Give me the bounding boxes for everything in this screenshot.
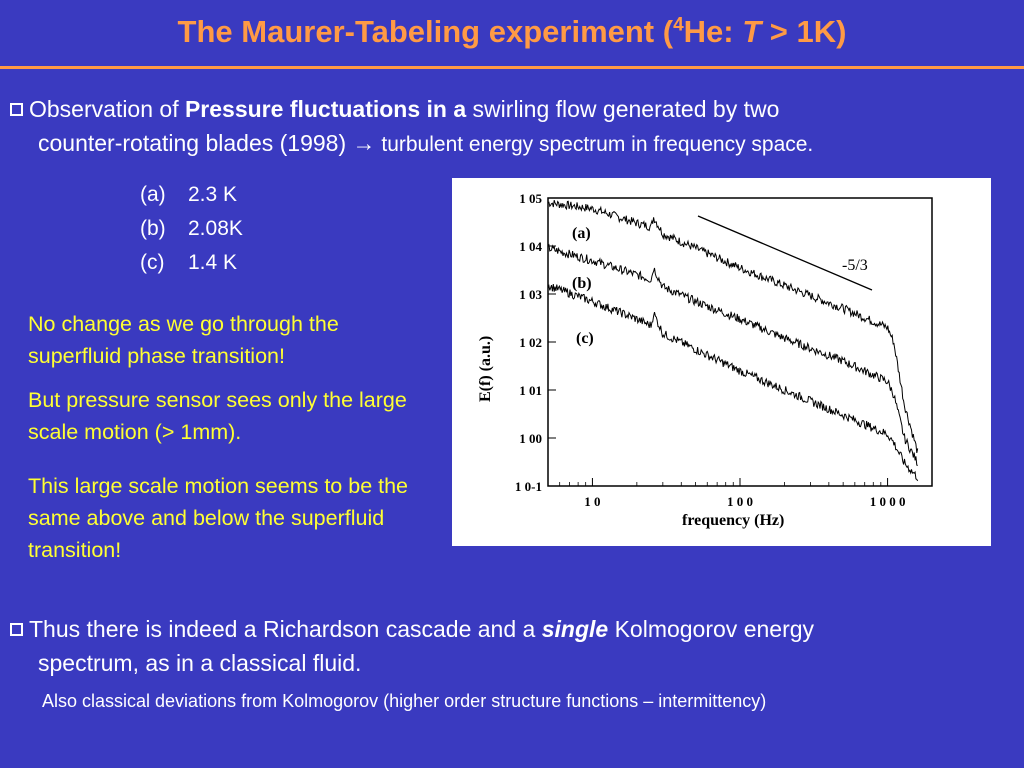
bullet1-post: swirling flow generated by two: [466, 96, 780, 122]
condition-c: (c) 1.4 K: [140, 251, 237, 275]
bullet2-line2: spectrum, as in a classical fluid.: [38, 650, 362, 676]
checkbox-bullet-icon: [10, 103, 23, 116]
series-label: (a): [572, 225, 591, 242]
condition-value: 2.3 K: [188, 183, 238, 206]
bullet-observation: Observation of Pressure fluctuations in …: [10, 92, 1010, 162]
bullet2-post: Kolmogorov energy: [608, 616, 815, 642]
y-axis-label: E(f) (a.u.): [477, 336, 494, 402]
note-no-change: No change as we go through the superflui…: [28, 312, 339, 368]
series-label: (b): [572, 275, 592, 292]
bullet1-line2-small: turbulent energy spectrum in frequency s…: [375, 133, 814, 156]
arrow-icon: →: [352, 130, 376, 156]
spectrum-chart: 1 0-1 1 00 1 01 1 02 1 03 1 04 1 05 1 0 1 0 0 1 …: [477, 191, 933, 529]
series-line-a: [547, 200, 919, 453]
y-tick-label: 1 01: [519, 383, 542, 398]
condition-value: 1.4 K: [188, 251, 238, 274]
spectrum-figure: 1 0-1 1 00 1 01 1 02 1 03 1 04 1 05 1 0 1 0 0 1 …: [452, 178, 991, 546]
slope-annotation: -5/3: [842, 257, 868, 274]
y-tick-label: 1 04: [519, 239, 542, 254]
y-tick-label: 1 00: [519, 431, 542, 446]
condition-value: 2.08K: [188, 217, 243, 240]
plot-frame: [547, 197, 933, 487]
y-tick-label: 1 0-1: [515, 479, 542, 494]
bullet1-bold: Pressure fluctuations in a: [184, 96, 467, 122]
series-line-b: [547, 243, 918, 466]
series-line-c: [547, 283, 919, 482]
y-tick-label: 1 05: [519, 191, 542, 206]
x-tick-label: 1 0 0 0: [870, 494, 906, 509]
condition-label: (b): [140, 217, 166, 240]
title-text-2: He:: [683, 14, 743, 49]
bullet-richardson: Thus there is indeed a Richardson cascad…: [10, 612, 1020, 680]
title-italic: T: [742, 14, 762, 49]
series-label: (c): [576, 330, 594, 347]
condition-b: (b) 2.08K: [140, 217, 243, 241]
y-tick-label: 1 03: [519, 287, 542, 302]
note-pressure-sensor: But pressure sensor sees only the large …: [28, 388, 407, 444]
x-tick-label: 1 0 0: [727, 494, 753, 509]
title-divider: [0, 66, 1024, 69]
slide-title: The Maurer-Tabeling experiment (4He: T >…: [0, 14, 1024, 50]
condition-label: (c): [140, 251, 165, 274]
x-tick-label: 1 0: [584, 494, 600, 509]
title-text-1: The Maurer-Tabeling experiment (: [177, 14, 674, 49]
title-text-3: > 1K): [761, 14, 847, 49]
bullet1-line2-text: counter-rotating blades (1998): [38, 130, 347, 156]
condition-a: (a) 2.3 K: [140, 183, 237, 207]
bullet2-pre: Thus there is indeed a Richardson cascad…: [29, 616, 542, 642]
slope-line: [697, 215, 873, 291]
bullet1-pre: Observation of: [29, 96, 185, 122]
bullet2-bold-italic: single: [541, 616, 609, 642]
note-large-scale: This large scale motion seems to be the …: [28, 474, 409, 562]
y-tick-label: 1 02: [519, 335, 542, 350]
title-superscript: 4: [673, 14, 684, 36]
condition-label: (a): [140, 183, 166, 206]
footnote: Also classical deviations from Kolmogoro…: [42, 691, 767, 711]
bullet1-line2: counter-rotating blades (1998) → turbule…: [10, 126, 1010, 162]
checkbox-bullet-icon: [10, 623, 23, 636]
x-axis-label: frequency (Hz): [682, 512, 784, 529]
